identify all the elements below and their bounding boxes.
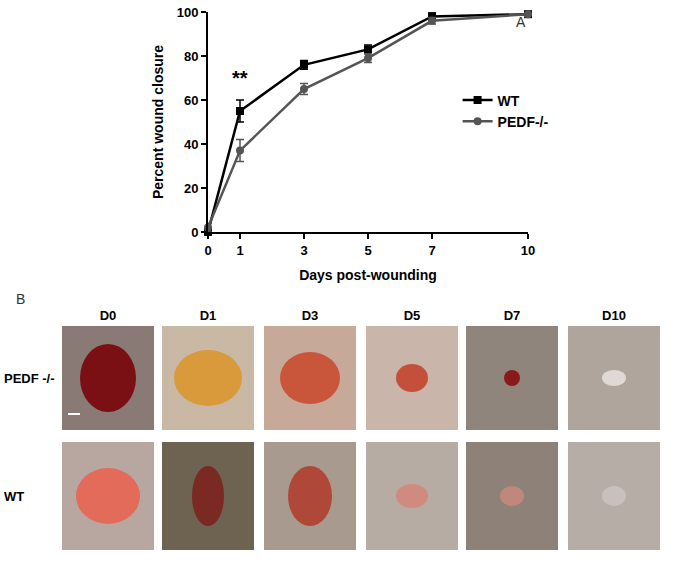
svg-text:60: 60 (184, 93, 198, 108)
svg-text:PEDF-/-: PEDF-/- (498, 114, 549, 130)
svg-text:7: 7 (428, 243, 435, 258)
svg-text:D7: D7 (504, 308, 521, 323)
svg-text:10: 10 (521, 243, 535, 258)
svg-text:1: 1 (236, 243, 243, 258)
svg-text:D1: D1 (200, 308, 217, 323)
svg-text:Percent wound closure: Percent wound closure (150, 45, 166, 199)
svg-text:D3: D3 (302, 308, 319, 323)
svg-text:100: 100 (177, 5, 199, 20)
svg-text:0: 0 (204, 243, 211, 258)
svg-text:0: 0 (191, 225, 198, 240)
svg-text:WT: WT (498, 93, 520, 109)
svg-text:5: 5 (364, 243, 371, 258)
svg-text:PEDF -/-: PEDF -/- (4, 371, 55, 386)
svg-text:D10: D10 (602, 308, 626, 323)
svg-text:B: B (16, 291, 25, 307)
svg-text:WT: WT (4, 489, 24, 504)
svg-text:**: ** (232, 67, 248, 89)
svg-text:A: A (516, 14, 526, 30)
svg-text:20: 20 (184, 181, 198, 196)
svg-text:80: 80 (184, 49, 198, 64)
svg-text:D5: D5 (404, 308, 421, 323)
svg-text:D0: D0 (100, 308, 117, 323)
svg-text:40: 40 (184, 137, 198, 152)
svg-text:Days post-wounding: Days post-wounding (299, 267, 437, 283)
svg-text:3: 3 (300, 243, 307, 258)
